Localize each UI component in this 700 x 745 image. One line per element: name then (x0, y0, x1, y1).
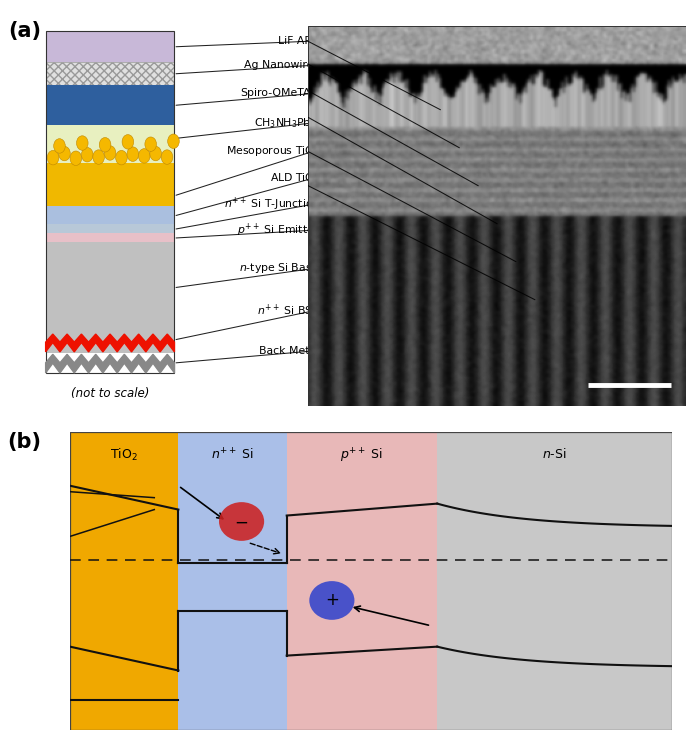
Text: Spiro-OMeTAD: Spiro-OMeTAD (241, 89, 319, 98)
Text: (a): (a) (8, 21, 41, 41)
Text: $n^{++}$ Si: $n^{++}$ Si (211, 447, 254, 463)
Text: CH$_3$NH$_3$PbI$_3$: CH$_3$NH$_3$PbI$_3$ (254, 115, 319, 130)
Ellipse shape (219, 502, 264, 541)
Bar (46, 31, 174, 63)
Circle shape (127, 147, 139, 162)
Text: $p^{++}$ Si: $p^{++}$ Si (340, 447, 384, 466)
Text: $p^{++}$ Si Emitter: $p^{++}$ Si Emitter (237, 221, 319, 239)
Circle shape (104, 146, 116, 160)
Circle shape (122, 135, 134, 149)
Text: (b): (b) (7, 432, 41, 452)
Bar (46, 206, 174, 224)
Circle shape (70, 151, 82, 165)
Circle shape (116, 150, 127, 165)
Text: ALD TiO$_2$: ALD TiO$_2$ (270, 171, 319, 185)
Bar (178, 432, 287, 730)
Bar (46, 163, 174, 184)
Text: $-$: $-$ (234, 513, 248, 530)
Circle shape (48, 150, 59, 165)
Circle shape (93, 150, 104, 165)
Text: Back Metal: Back Metal (259, 346, 319, 356)
Bar (46, 125, 174, 184)
Bar (46, 332, 174, 352)
Text: TiO$_2$: TiO$_2$ (111, 447, 138, 463)
Bar (438, 432, 672, 730)
Bar (46, 233, 174, 242)
Circle shape (76, 136, 88, 150)
Circle shape (150, 146, 162, 161)
Text: $n$-type Si Base: $n$-type Si Base (239, 261, 319, 276)
Ellipse shape (309, 581, 354, 620)
Text: $n$-Si: $n$-Si (542, 447, 567, 461)
Circle shape (145, 137, 157, 151)
Circle shape (81, 148, 93, 162)
Bar (46, 242, 174, 332)
Circle shape (161, 150, 173, 165)
Polygon shape (46, 355, 174, 373)
Polygon shape (46, 334, 174, 352)
Text: Ag Nanowires: Ag Nanowires (244, 60, 319, 70)
Text: Mesoporous TiO$_2$: Mesoporous TiO$_2$ (226, 144, 319, 158)
Text: $+$: $+$ (325, 592, 339, 609)
Text: (not to scale): (not to scale) (71, 387, 149, 400)
Bar (46, 63, 174, 85)
Bar (46, 224, 174, 233)
Bar (46, 31, 174, 373)
Bar (46, 184, 174, 206)
Circle shape (139, 149, 150, 163)
Bar (287, 432, 438, 730)
Bar (46, 63, 174, 85)
Text: LiF ARC: LiF ARC (278, 36, 319, 46)
Circle shape (99, 138, 111, 152)
Text: $n^{++}$ Si BSF: $n^{++}$ Si BSF (257, 303, 319, 318)
Bar (70, 432, 178, 730)
Circle shape (54, 139, 65, 153)
Bar (46, 85, 174, 125)
Circle shape (168, 134, 179, 148)
Circle shape (59, 146, 70, 161)
Text: $n^{++}$ Si T-Junction: $n^{++}$ Si T-Junction (223, 195, 319, 212)
